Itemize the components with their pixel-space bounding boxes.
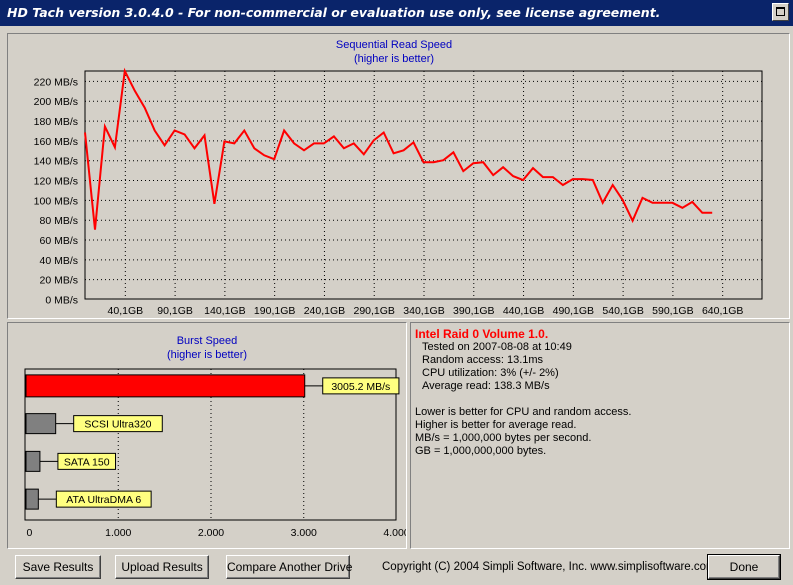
- x-tick-label: 540,1GB: [602, 305, 643, 317]
- x-tick-label: 190,1GB: [254, 305, 295, 317]
- random-access: Random access: 13.1ms: [422, 354, 544, 366]
- burst-bar-main: [25, 374, 306, 398]
- burst-speed-chart: Burst Speed (higher is better) 3005.2 MB…: [24, 335, 406, 539]
- drive-info: Intel Raid 0 Volume 1.0. Tested on 2007-…: [411, 323, 790, 549]
- upload-results-button[interactable]: Upload Results: [115, 555, 209, 579]
- x-tick-label: 3.000: [291, 527, 317, 539]
- chart-subtitle: (higher is better): [354, 53, 434, 65]
- y-tick-label: 0 MB/s: [45, 295, 78, 307]
- burst-speed-panel: Burst Speed (higher is better) 3005.2 MB…: [7, 322, 407, 549]
- chart-subtitle: (higher is better): [167, 349, 247, 361]
- x-tick-label: 640,1GB: [702, 305, 743, 317]
- compare-drive-label: Compare Another Drive: [227, 560, 353, 574]
- title-bar: HD Tach version 3.0.4.0 - For non-commer…: [0, 0, 793, 26]
- chart-title: Burst Speed: [177, 335, 238, 347]
- done-label: Done: [729, 560, 759, 574]
- restore-button[interactable]: [772, 3, 789, 21]
- save-results-button[interactable]: Save Results: [15, 555, 101, 579]
- chart-title: Sequential Read Speed: [336, 39, 452, 51]
- y-tick-label: 40 MB/s: [39, 255, 78, 267]
- bar-label: 3005.2 MB/s: [331, 381, 390, 393]
- x-tick-label: 1.000: [105, 527, 131, 539]
- x-tick-label: 590,1GB: [652, 305, 693, 317]
- x-tick-label: 4.000: [383, 527, 406, 539]
- note-mbs: MB/s = 1,000,000 bytes per second.: [415, 432, 592, 444]
- sequential-read-chart: Sequential Read Speed (higher is better)…: [34, 39, 763, 317]
- save-results-label: Save Results: [22, 560, 94, 574]
- y-tick-label: 80 MB/s: [39, 215, 78, 227]
- cpu-utilization: CPU utilization: 3% (+/- 2%): [422, 367, 559, 379]
- y-tick-label: 100 MB/s: [34, 195, 78, 207]
- done-button[interactable]: Done: [707, 554, 781, 580]
- y-tick-label: 180 MB/s: [34, 116, 78, 128]
- burst-bar-reference: [25, 413, 57, 435]
- compare-drive-button[interactable]: Compare Another Drive: [226, 555, 353, 579]
- burst-bar-reference: [25, 488, 39, 510]
- x-tick-label: 440,1GB: [503, 305, 544, 317]
- x-tick-label: 290,1GB: [353, 305, 394, 317]
- bar-label: SCSI Ultra320: [84, 419, 151, 431]
- y-tick-label: 60 MB/s: [39, 235, 78, 247]
- x-tick-label: 40,1GB: [108, 305, 144, 317]
- bar-label: SATA 150: [64, 456, 110, 468]
- y-tick-label: 120 MB/s: [34, 176, 78, 188]
- window-title: HD Tach version 3.0.4.0 - For non-commer…: [7, 5, 661, 20]
- x-tick-label: 490,1GB: [553, 305, 594, 317]
- bar-label: ATA UltraDMA 6: [66, 494, 141, 506]
- sequential-read-panel: Sequential Read Speed (higher is better)…: [7, 33, 790, 319]
- average-read: Average read: 138.3 MB/s: [422, 380, 550, 392]
- copyright-text: Copyright (C) 2004 Simpli Software, Inc.…: [382, 561, 716, 573]
- tested-date: Tested on 2007-08-08 at 10:49: [422, 341, 572, 353]
- burst-bar-reference: [25, 450, 41, 472]
- note-higher: Higher is better for average read.: [415, 419, 577, 431]
- x-tick-label: 340,1GB: [403, 305, 444, 317]
- x-tick-label: 0: [27, 527, 33, 539]
- y-tick-label: 160 MB/s: [34, 136, 78, 148]
- x-tick-label: 140,1GB: [204, 305, 245, 317]
- read-speed-series: [84, 67, 713, 230]
- y-tick-label: 220 MB/s: [34, 76, 78, 88]
- note-gb: GB = 1,000,000,000 bytes.: [415, 445, 547, 457]
- y-tick-label: 20 MB/s: [39, 275, 78, 287]
- drive-name: Intel Raid 0 Volume 1.0.: [415, 327, 549, 341]
- x-tick-label: 90,1GB: [157, 305, 193, 317]
- x-tick-label: 390,1GB: [453, 305, 494, 317]
- x-tick-label: 240,1GB: [304, 305, 345, 317]
- y-tick-label: 140 MB/s: [34, 156, 78, 168]
- note-lower: Lower is better for CPU and random acces…: [415, 406, 632, 418]
- info-panel: [410, 322, 790, 549]
- x-tick-label: 2.000: [198, 527, 224, 539]
- upload-results-label: Upload Results: [121, 560, 203, 574]
- plot-area: [84, 70, 763, 300]
- y-tick-label: 200 MB/s: [34, 96, 78, 108]
